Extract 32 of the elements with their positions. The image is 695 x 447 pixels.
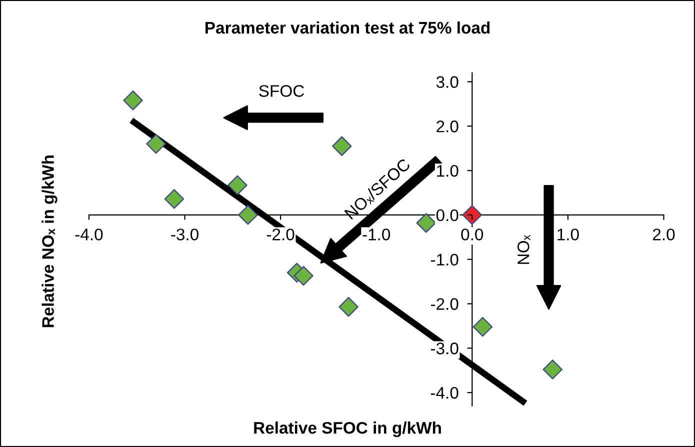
point bbox=[462, 205, 482, 225]
point bbox=[294, 266, 314, 286]
y-tick-label: -1.0 bbox=[430, 254, 458, 266]
point bbox=[238, 205, 258, 225]
point bbox=[332, 136, 352, 156]
point bbox=[228, 175, 248, 196]
y-tick-label: 2.0 bbox=[436, 120, 458, 132]
x-tick-label: -4.0 bbox=[75, 228, 103, 240]
point bbox=[472, 316, 493, 337]
y-tick-label: 3.0 bbox=[436, 76, 458, 88]
y-axis-title: Relative NOₓ in g/kWh bbox=[42, 156, 58, 328]
x-tick-label: 2.0 bbox=[652, 228, 675, 240]
x-tick-label: 1.0 bbox=[558, 228, 579, 240]
point bbox=[338, 296, 358, 317]
y-tick-label: -4.0 bbox=[430, 386, 458, 399]
x-tick-label: -3.0 bbox=[171, 228, 198, 240]
point bbox=[416, 213, 436, 233]
y-tick-label: -2.0 bbox=[430, 298, 458, 310]
annotation: SFOC bbox=[259, 85, 304, 97]
point bbox=[146, 134, 166, 154]
x-tick-label: -1.0 bbox=[362, 228, 390, 240]
y-tick-label: -3.0 bbox=[430, 342, 458, 354]
x-axis-title: Relative SFOC in g/kWh bbox=[254, 422, 441, 438]
point bbox=[123, 90, 143, 110]
point bbox=[164, 189, 184, 209]
annotation: NOₓ bbox=[517, 234, 530, 264]
x-tick-label: 0.0 bbox=[461, 228, 484, 240]
y-tick-label: 1.0 bbox=[437, 164, 458, 177]
x-tick-label: -2.0 bbox=[266, 228, 294, 240]
chart-title: Parameter variation test at 75% load bbox=[206, 21, 490, 34]
point bbox=[542, 360, 562, 380]
y-tick-label: 0.0 bbox=[436, 209, 458, 222]
